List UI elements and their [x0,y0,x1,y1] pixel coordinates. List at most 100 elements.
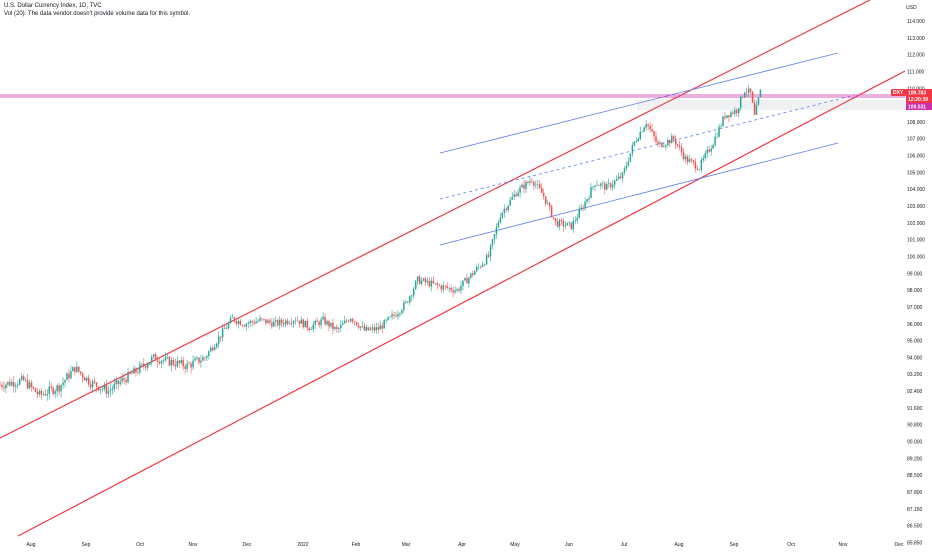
candle-body [377,327,379,330]
candle-body [271,322,273,327]
candle-body [757,97,760,105]
candle-body [544,196,547,204]
y-tick-label: 103.000 [907,204,925,210]
y-tick-label: 92.400 [907,389,923,395]
y-tick-label: 94.000 [907,355,923,361]
candle-body [602,183,604,185]
candle-body [389,316,391,318]
candle-body [637,139,640,142]
candle-body [671,136,673,144]
trend-upper-line[interactable] [439,52,839,154]
candle-body [89,384,92,388]
candle-body [694,161,697,169]
candle-body [426,280,429,283]
x-tick-label: 2022 [297,542,308,548]
candle-body [20,376,23,380]
candle-body [570,222,573,230]
candle-body [263,319,265,320]
candle-body [5,384,7,389]
candle-body [688,159,691,163]
candle-body [127,371,129,383]
candle-body [743,92,746,98]
candle-body [54,391,56,394]
candle-body [454,290,456,293]
candle-body [542,193,545,197]
candle-body [649,125,651,130]
candle-body [148,362,151,365]
level-price-tag [906,103,932,110]
x-tick-label: Nov [839,542,848,548]
candle-body [499,217,502,223]
range-box[interactable] [636,99,906,111]
candle-body [412,288,415,296]
candle-body [596,185,598,186]
candle-body [416,276,419,282]
y-tick-label: 96.000 [907,322,923,328]
y-tick-label: 101.000 [907,238,925,244]
candle-body [121,378,123,382]
candle-body [347,321,350,322]
x-tick-label: Sep [730,542,739,548]
trend-lower-line[interactable] [439,142,839,246]
candle-body [135,368,137,373]
candle-body [125,379,127,383]
candle-body [284,320,287,325]
x-tick-label: Dec [895,542,904,548]
x-tick-label: Jun [565,542,573,548]
candle-body [178,360,181,364]
candle-body [572,220,575,230]
candle-body [198,357,200,363]
trend-mid-dashed-line[interactable] [439,94,856,200]
candle-body [275,320,277,322]
candle-body [621,172,624,179]
candle-body [537,184,539,185]
candle-body [497,222,500,228]
candle-body [466,278,468,284]
candle-body [507,205,510,210]
candle-body [62,382,64,386]
candle-body [345,320,348,322]
candle-body [706,149,708,154]
candle-body [564,225,567,227]
x-tick-label: May [510,542,520,548]
candle-body [588,197,590,200]
candle-body [235,321,238,324]
candle-body [751,91,754,103]
chart-symbol-title: U.S. Dollar Currency Index, 1D, TVC [4,3,102,9]
currency-label: USD [906,5,917,11]
candle-body [101,388,104,390]
candle-body [464,278,466,281]
candle-body [718,126,720,137]
y-tick-label: 113.000 [907,36,925,42]
candle-body [48,386,50,395]
candle-body [154,354,157,361]
channel-lower-line[interactable] [17,70,906,537]
candle-body [684,156,687,160]
candle-body [103,385,106,389]
y-tick-label: 99.000 [907,271,923,277]
candle-body [643,127,645,132]
candle-body [414,281,417,289]
candle-body [361,325,364,327]
candle-body [367,327,370,331]
candle-body [495,227,498,235]
candle-body [747,88,750,93]
candle-body [590,187,592,198]
candle-body [535,184,537,186]
candle-body [117,380,119,385]
candle-body [166,356,169,358]
candle-body [340,324,342,329]
candle-body [420,280,423,284]
candle-body [99,389,102,391]
candle-body [143,363,145,367]
candle-body [409,296,411,303]
channel-upper-line[interactable] [0,0,871,439]
candle-body [586,199,588,202]
candle-body [119,381,121,385]
candle-body [336,327,338,329]
candle-body [60,385,62,392]
candle-body [523,184,525,189]
candle-body [115,380,117,384]
